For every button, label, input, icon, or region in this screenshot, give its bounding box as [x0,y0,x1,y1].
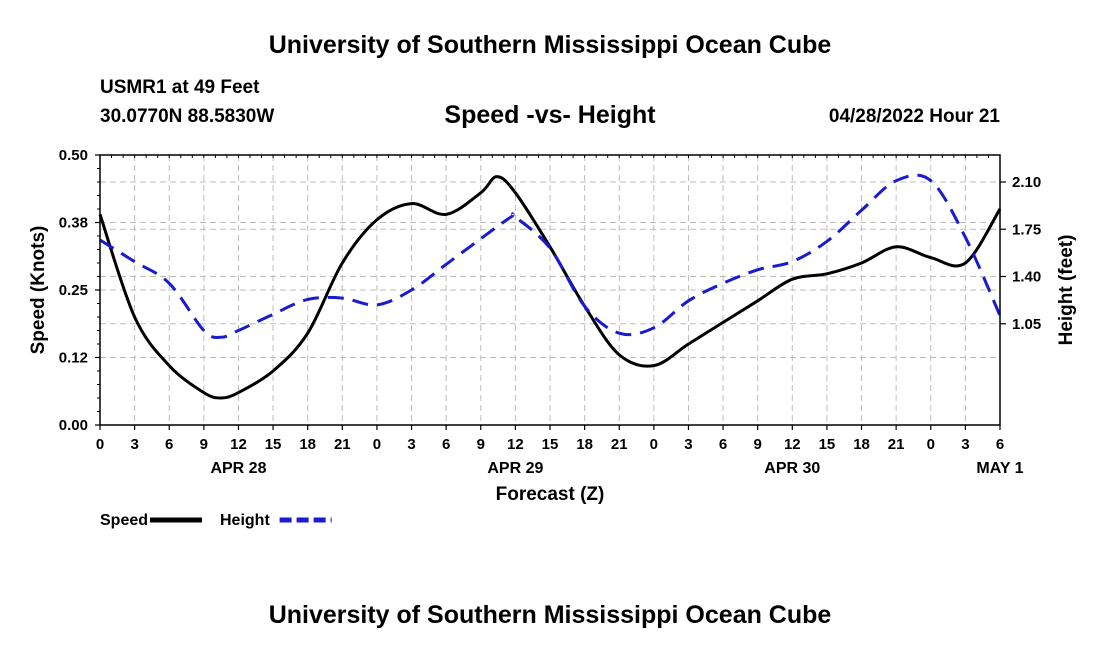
x-tick-label: 9 [477,436,485,453]
x-tick-label: 21 [611,436,628,453]
forecast-datetime: 04/28/2022 Hour 21 [828,106,1000,127]
series-line-height [99,173,1002,340]
x-tick-label: 3 [684,436,692,453]
y2-tick-label: 1.75 [1012,221,1041,238]
x-tick-label: 3 [130,436,138,453]
x-date-label: APR 29 [487,460,543,477]
x-tick-label: 18 [576,436,593,453]
x-tick-label: 21 [334,436,351,453]
x-tick-label: 15 [819,436,836,453]
x-tick-label: 12 [230,436,247,453]
x-date-label: APR 30 [764,460,820,477]
x-date-label: MAY 1 [976,460,1023,477]
x-tick-label: 6 [165,436,173,453]
x-tick-label: 3 [961,436,969,453]
legend-label-speed: Speed [100,512,148,529]
y2-axis-label: Height (feet) [1056,235,1077,346]
x-tick-label: 18 [299,436,316,453]
x-tick-label: 12 [784,436,801,453]
x-tick-label: 6 [442,436,450,453]
x-date-label: APR 28 [210,460,266,477]
series-line-speed [98,175,1002,400]
x-tick-label: 0 [373,436,381,453]
x-tick-label: 9 [200,436,208,453]
y-tick-label: 0.50 [59,147,88,164]
x-tick-label: 15 [542,436,559,453]
x-tick-label: 3 [407,436,415,453]
y2-tick-label: 1.05 [1012,316,1041,333]
x-tick-label: 9 [754,436,762,453]
x-tick-label: 0 [927,436,935,453]
y-tick-label: 0.25 [59,282,88,299]
x-axis-label: Forecast (Z) [496,484,605,505]
y2-tick-label: 2.10 [1012,174,1041,191]
legend: Speed Height [100,512,332,529]
y2-tick-label: 1.40 [1012,269,1041,286]
y-tick-label: 0.38 [59,215,88,232]
y-axis-label: Speed (Knots) [28,226,49,355]
x-tick-label: 21 [888,436,905,453]
page-title: University of Southern Mississippi Ocean… [268,31,832,59]
x-tick-label: 0 [96,436,104,453]
station-label: USMR1 at 49 Feet [100,77,260,98]
legend-label-height: Height [220,512,270,529]
chart-subtitle: Speed -vs- Height [444,101,656,129]
footer-title: University of Southern Mississippi Ocean… [268,601,832,629]
y-tick-label: 0.12 [59,350,88,367]
x-tick-label: 6 [996,436,1004,453]
x-tick-label: 12 [507,436,524,453]
x-tick-label: 18 [853,436,870,453]
x-tick-label: 6 [719,436,727,453]
x-tick-label: 15 [265,436,282,453]
x-tick-label: 0 [650,436,658,453]
y-tick-label: 0.00 [59,417,88,434]
station-coordinates: 30.0770N 88.5830W [100,106,275,127]
